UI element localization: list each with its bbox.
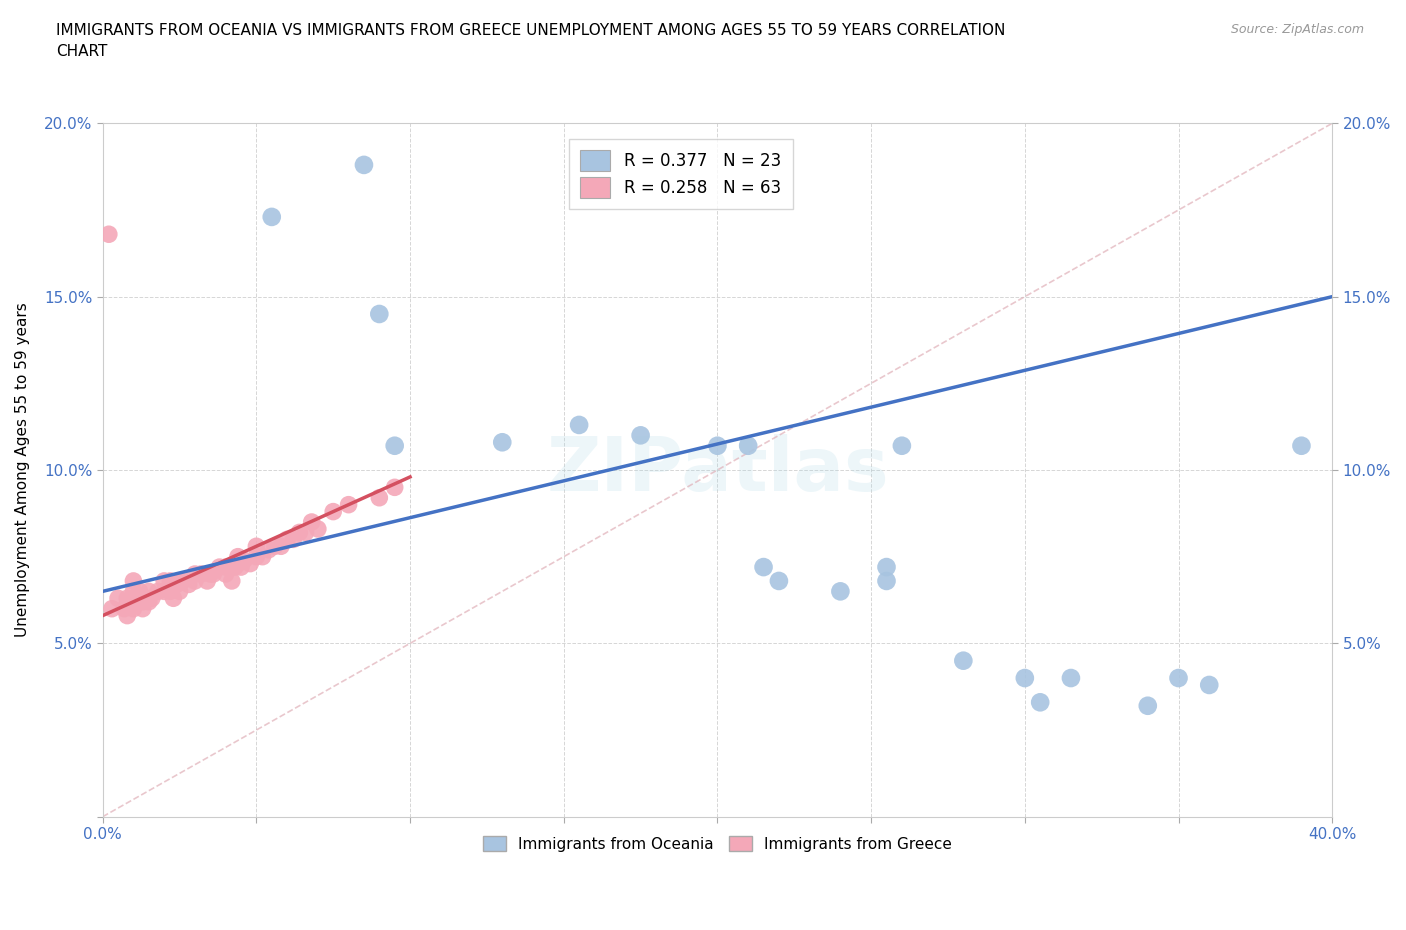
Point xyxy=(141,591,163,605)
Point xyxy=(122,574,145,589)
Point xyxy=(202,566,225,581)
Point xyxy=(138,594,160,609)
Point xyxy=(226,556,249,571)
Point xyxy=(117,591,139,605)
Point xyxy=(1167,671,1189,685)
Point xyxy=(239,556,262,571)
Point xyxy=(214,560,236,575)
Point xyxy=(200,566,222,581)
Point xyxy=(263,538,285,553)
Point xyxy=(128,591,150,605)
Point xyxy=(491,435,513,450)
Text: IMMIGRANTS FROM OCEANIA VS IMMIGRANTS FROM GREECE UNEMPLOYMENT AMONG AGES 55 TO : IMMIGRANTS FROM OCEANIA VS IMMIGRANTS FR… xyxy=(56,23,1005,60)
Point xyxy=(353,157,375,172)
Point xyxy=(1198,678,1220,693)
Point xyxy=(214,566,236,581)
Legend: Immigrants from Oceania, Immigrants from Greece: Immigrants from Oceania, Immigrants from… xyxy=(477,830,957,857)
Text: Source: ZipAtlas.com: Source: ZipAtlas.com xyxy=(1230,23,1364,36)
Point xyxy=(768,574,790,589)
Point xyxy=(128,584,150,599)
Point xyxy=(368,490,391,505)
Point xyxy=(184,566,207,581)
Point xyxy=(107,591,129,605)
Point xyxy=(245,550,267,565)
Point xyxy=(169,584,191,599)
Point xyxy=(112,602,135,617)
Point xyxy=(184,574,207,589)
Point xyxy=(252,550,274,565)
Point xyxy=(101,602,124,617)
Point xyxy=(1029,695,1052,710)
Point xyxy=(1291,438,1313,453)
Point xyxy=(153,584,176,599)
Point xyxy=(301,514,323,529)
Point xyxy=(307,522,329,537)
Point xyxy=(122,602,145,617)
Point xyxy=(257,542,280,557)
Point xyxy=(125,594,148,609)
Point xyxy=(1014,671,1036,685)
Point xyxy=(122,584,145,599)
Point xyxy=(283,532,305,547)
Point xyxy=(159,574,181,589)
Point xyxy=(162,591,184,605)
Point xyxy=(288,525,311,539)
Point xyxy=(322,504,344,519)
Point xyxy=(122,591,145,605)
Point xyxy=(177,577,200,591)
Point xyxy=(706,438,728,453)
Point xyxy=(830,584,852,599)
Point xyxy=(384,480,406,495)
Point xyxy=(159,584,181,599)
Point xyxy=(138,584,160,599)
Point xyxy=(165,577,187,591)
Point xyxy=(337,498,360,512)
Point xyxy=(229,560,252,575)
Point xyxy=(270,538,292,553)
Y-axis label: Unemployment Among Ages 55 to 59 years: Unemployment Among Ages 55 to 59 years xyxy=(15,302,30,637)
Point xyxy=(224,560,246,575)
Point xyxy=(146,584,169,599)
Text: ZIPatlas: ZIPatlas xyxy=(546,433,889,507)
Point xyxy=(568,418,591,432)
Point xyxy=(195,574,218,589)
Point xyxy=(131,602,153,617)
Point xyxy=(737,438,759,453)
Point xyxy=(752,560,775,575)
Point xyxy=(153,574,176,589)
Point xyxy=(97,227,120,242)
Point xyxy=(233,552,256,567)
Point xyxy=(172,574,194,589)
Point xyxy=(221,574,243,589)
Point xyxy=(117,608,139,623)
Point xyxy=(952,653,974,668)
Point xyxy=(120,594,142,609)
Point xyxy=(245,538,267,553)
Point xyxy=(131,594,153,609)
Point xyxy=(876,574,898,589)
Point xyxy=(1060,671,1083,685)
Point xyxy=(169,574,191,589)
Point xyxy=(1136,698,1159,713)
Point xyxy=(384,438,406,453)
Point xyxy=(190,566,212,581)
Point xyxy=(890,438,912,453)
Point xyxy=(276,532,298,547)
Point xyxy=(135,591,157,605)
Point xyxy=(294,525,316,539)
Point xyxy=(260,209,283,224)
Point xyxy=(630,428,652,443)
Point xyxy=(226,550,249,565)
Point xyxy=(208,560,231,575)
Point xyxy=(876,560,898,575)
Point xyxy=(368,307,391,322)
